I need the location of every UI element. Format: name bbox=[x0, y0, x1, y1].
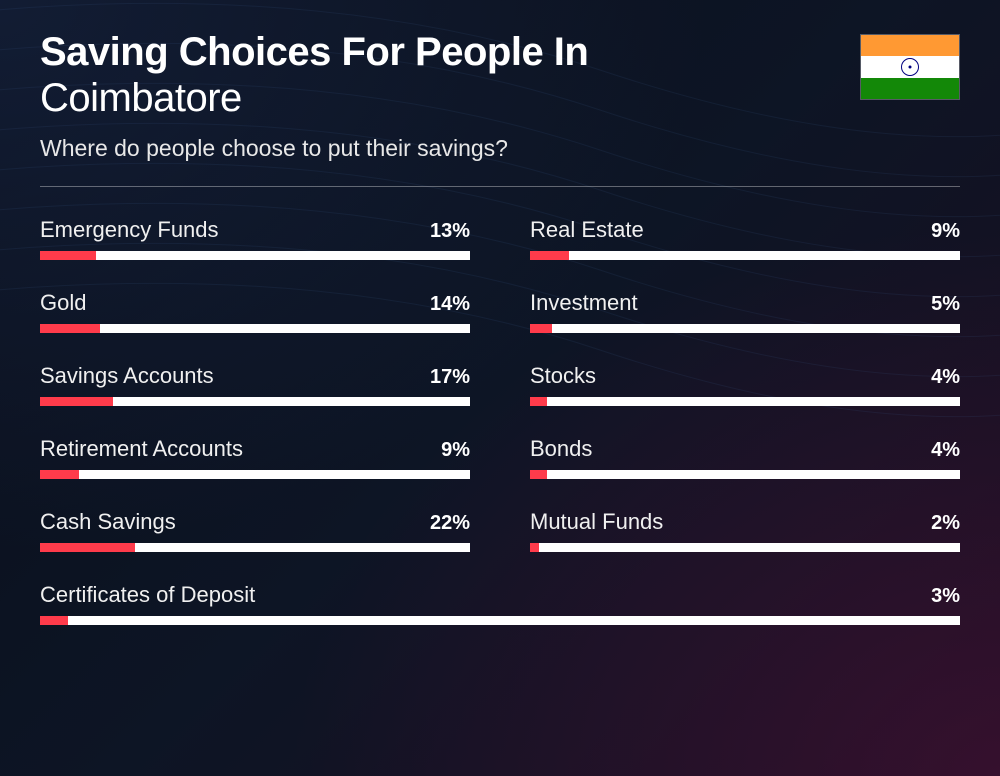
flag-chakra-icon bbox=[901, 58, 919, 76]
bar-item: Retirement Accounts 9% bbox=[40, 436, 470, 479]
bar-value: 4% bbox=[931, 439, 960, 462]
bar-track bbox=[530, 397, 960, 406]
flag-white-stripe bbox=[861, 56, 959, 77]
title-block: Saving Choices For People In Coimbatore … bbox=[40, 30, 860, 162]
bar-value: 3% bbox=[931, 585, 960, 608]
bar-fill bbox=[530, 251, 569, 260]
bar-header: Cash Savings 22% bbox=[40, 509, 470, 535]
right-column: Real Estate 9% Investment 5% Stocks 4% Bonds 4%… bbox=[530, 217, 960, 552]
left-column: Emergency Funds 13% Gold 14% Savings Account… bbox=[40, 217, 470, 552]
bar-label: Certificates of Deposit bbox=[40, 582, 255, 608]
bar-item: Cash Savings 22% bbox=[40, 509, 470, 552]
bar-value: 5% bbox=[931, 293, 960, 316]
bar-fill bbox=[40, 616, 68, 625]
bar-label: Real Estate bbox=[530, 217, 644, 243]
bar-header: Certificates of Deposit 3% bbox=[40, 582, 960, 608]
bar-item: Gold 14% bbox=[40, 290, 470, 333]
india-flag-icon bbox=[860, 34, 960, 100]
flag-green-stripe bbox=[861, 78, 959, 99]
bar-header: Stocks 4% bbox=[530, 363, 960, 389]
bar-track bbox=[40, 543, 470, 552]
bar-fill bbox=[530, 397, 547, 406]
bar-fill bbox=[530, 470, 547, 479]
bar-value: 2% bbox=[931, 512, 960, 535]
bar-track bbox=[530, 470, 960, 479]
bar-label: Mutual Funds bbox=[530, 509, 663, 535]
bar-header: Bonds 4% bbox=[530, 436, 960, 462]
bar-item: Stocks 4% bbox=[530, 363, 960, 406]
bar-value: 9% bbox=[441, 439, 470, 462]
bar-track bbox=[40, 470, 470, 479]
bar-track bbox=[40, 324, 470, 333]
divider bbox=[40, 186, 960, 187]
bar-header: Retirement Accounts 9% bbox=[40, 436, 470, 462]
bar-track bbox=[530, 543, 960, 552]
bar-label: Investment bbox=[530, 290, 638, 316]
bar-fill bbox=[40, 543, 135, 552]
bar-track bbox=[530, 324, 960, 333]
bar-label: Gold bbox=[40, 290, 86, 316]
bar-value: 4% bbox=[931, 366, 960, 389]
bar-label: Bonds bbox=[530, 436, 592, 462]
bar-fill bbox=[40, 397, 113, 406]
bar-item: Investment 5% bbox=[530, 290, 960, 333]
bar-fill bbox=[530, 543, 539, 552]
bar-header: Investment 5% bbox=[530, 290, 960, 316]
bar-fill bbox=[40, 251, 96, 260]
full-width-row: Certificates of Deposit 3% bbox=[40, 582, 960, 625]
bar-value: 9% bbox=[931, 220, 960, 243]
bar-item: Bonds 4% bbox=[530, 436, 960, 479]
bar-value: 22% bbox=[430, 512, 470, 535]
bar-track bbox=[40, 397, 470, 406]
title-city: Coimbatore bbox=[40, 76, 860, 121]
bar-header: Mutual Funds 2% bbox=[530, 509, 960, 535]
bar-item: Emergency Funds 13% bbox=[40, 217, 470, 260]
bar-header: Emergency Funds 13% bbox=[40, 217, 470, 243]
bar-label: Cash Savings bbox=[40, 509, 176, 535]
bar-header: Gold 14% bbox=[40, 290, 470, 316]
bar-item: Savings Accounts 17% bbox=[40, 363, 470, 406]
bar-track bbox=[530, 251, 960, 260]
bar-value: 17% bbox=[430, 366, 470, 389]
bar-label: Emergency Funds bbox=[40, 217, 219, 243]
bar-value: 13% bbox=[430, 220, 470, 243]
bar-item: Certificates of Deposit 3% bbox=[40, 582, 960, 625]
title-main: Saving Choices For People In bbox=[40, 30, 860, 74]
bar-header: Savings Accounts 17% bbox=[40, 363, 470, 389]
header: Saving Choices For People In Coimbatore … bbox=[40, 30, 960, 162]
bar-label: Savings Accounts bbox=[40, 363, 214, 389]
bar-track bbox=[40, 616, 960, 625]
bar-track bbox=[40, 251, 470, 260]
bars-container: Emergency Funds 13% Gold 14% Savings Account… bbox=[40, 217, 960, 552]
bar-label: Stocks bbox=[530, 363, 596, 389]
subtitle: Where do people choose to put their savi… bbox=[40, 135, 860, 162]
bar-fill bbox=[530, 324, 552, 333]
flag-saffron-stripe bbox=[861, 35, 959, 56]
bar-fill bbox=[40, 470, 79, 479]
bar-label: Retirement Accounts bbox=[40, 436, 243, 462]
bar-item: Mutual Funds 2% bbox=[530, 509, 960, 552]
bar-value: 14% bbox=[430, 293, 470, 316]
bar-header: Real Estate 9% bbox=[530, 217, 960, 243]
bar-fill bbox=[40, 324, 100, 333]
bar-item: Real Estate 9% bbox=[530, 217, 960, 260]
